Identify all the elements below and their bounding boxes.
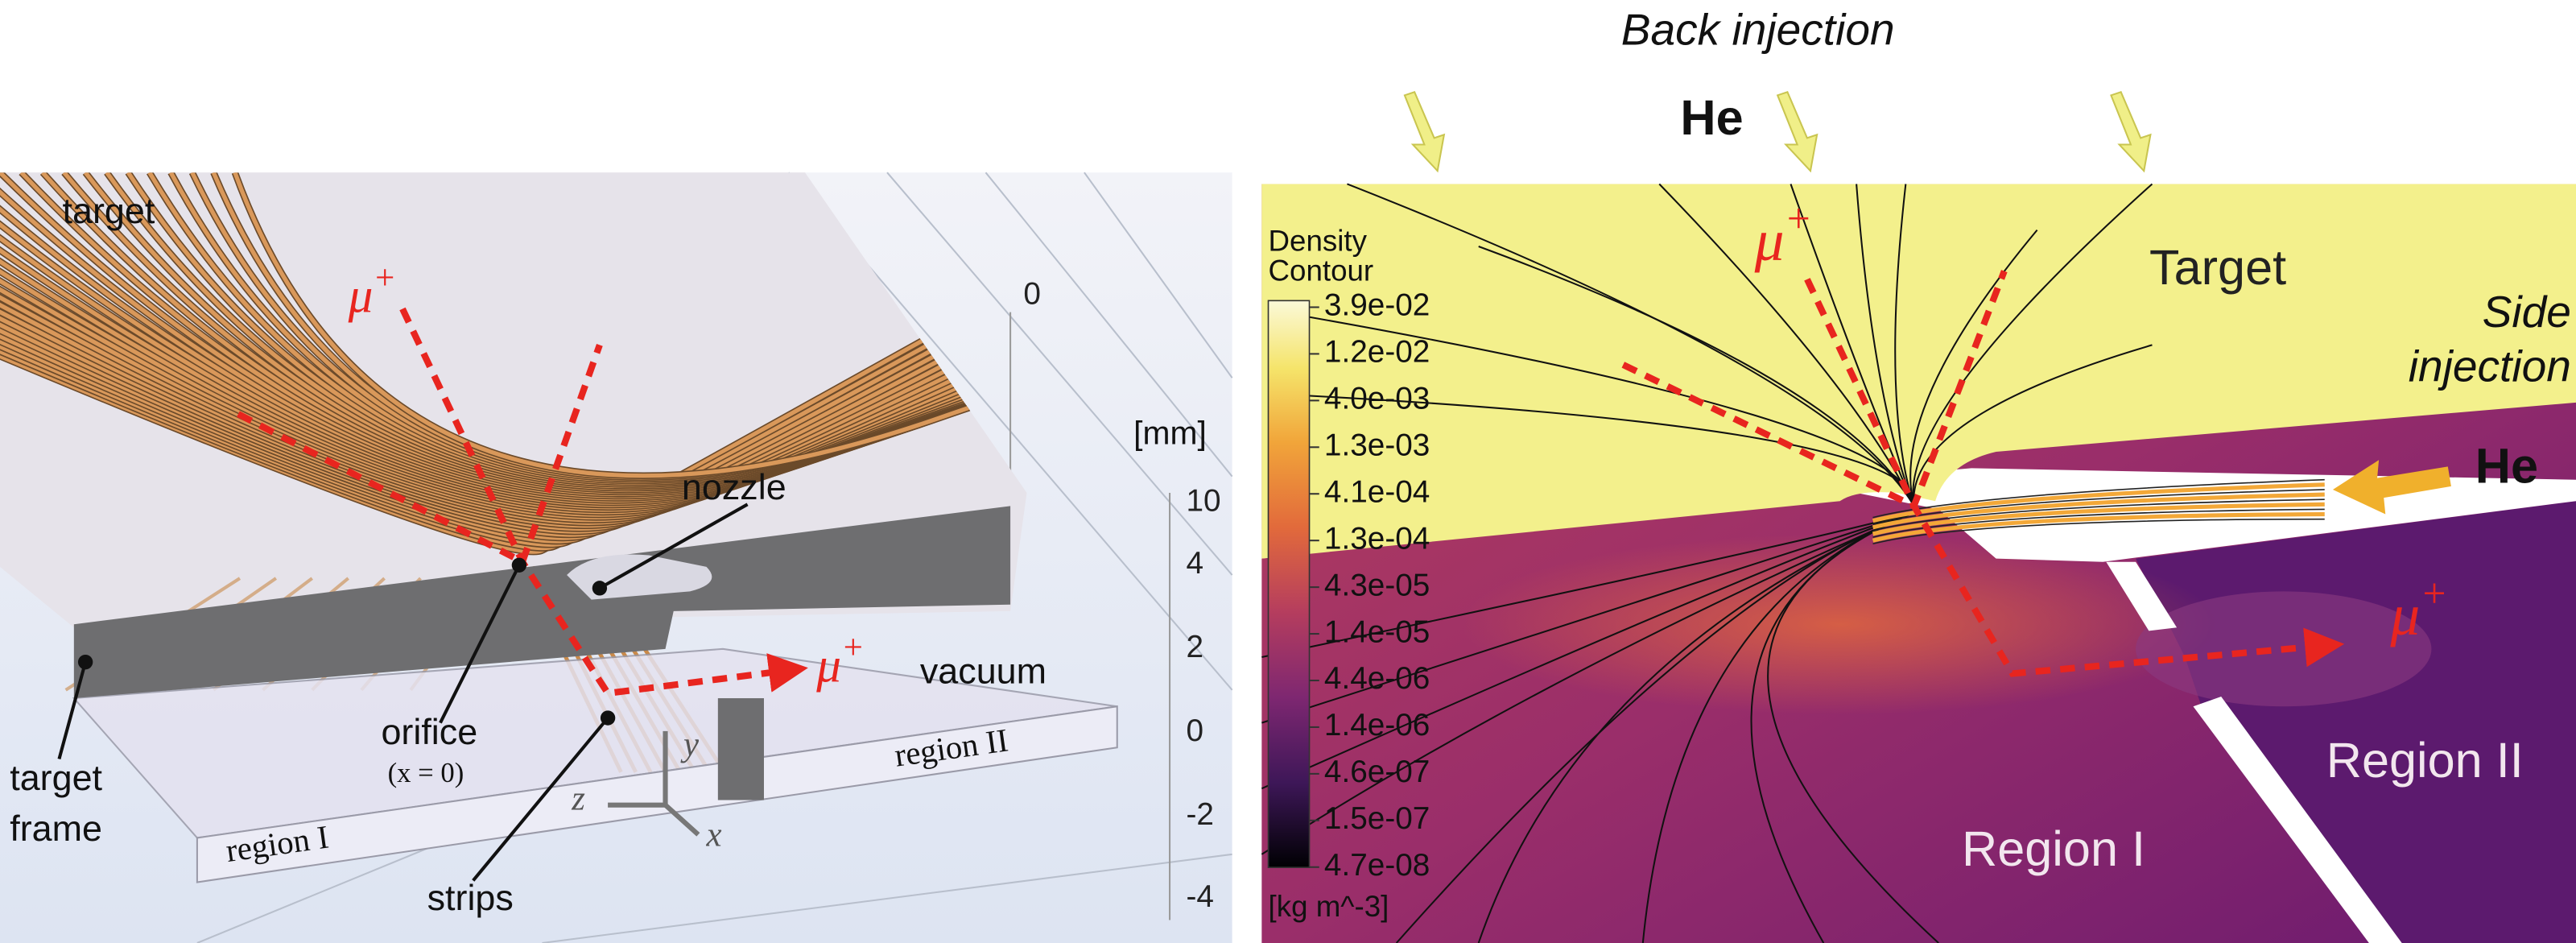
label: He <box>2475 439 2538 494</box>
figure: μ+μ+targetnozzle[mm]010420-2-4vacuumregi… <box>0 0 2576 943</box>
mu-sup: + <box>841 629 865 667</box>
label: Contour <box>1269 254 1374 287</box>
colorbar-label: 4.3e-05 <box>1324 568 1430 602</box>
mu-sup: + <box>373 259 396 297</box>
colorbar-label: 4.1e-04 <box>1324 474 1430 509</box>
right-panel: μ+μ+Back injectionHeTargetSideinjectionH… <box>1261 4 2576 943</box>
label: injection <box>2409 341 2571 391</box>
mu-base: μ <box>348 268 374 323</box>
label: He <box>1680 90 1743 145</box>
scale-label: 4 <box>1186 546 1203 581</box>
label: vacuum <box>920 650 1046 691</box>
label: frame <box>10 808 102 849</box>
label: nozzle <box>682 466 786 507</box>
colorbar-label: 3.9e-02 <box>1324 288 1430 323</box>
scale-label: 10 <box>1186 484 1220 519</box>
colorbar <box>1269 300 1310 867</box>
label: target <box>63 190 155 231</box>
label: (x = 0) <box>388 757 464 788</box>
colorbar-label: 1.4e-06 <box>1324 708 1430 742</box>
divider <box>718 698 764 800</box>
colorbar-label: 4.4e-06 <box>1324 661 1430 696</box>
scale-label: 0 <box>1186 713 1203 748</box>
label: Region II <box>2326 733 2524 788</box>
left-panel: μ+μ+targetnozzle[mm]010420-2-4vacuumregi… <box>0 172 1278 943</box>
leader-dot <box>601 710 615 725</box>
mu-sup: + <box>1784 196 1812 242</box>
scale-label: 2 <box>1186 630 1203 664</box>
label: Side <box>2483 287 2571 337</box>
label: Target <box>2149 240 2286 295</box>
label: [mm] <box>1133 414 1207 451</box>
leader-dot <box>78 655 93 669</box>
page: { "left_panel": { "target": "target", "m… <box>0 0 2576 943</box>
colorbar-label: 1.5e-07 <box>1324 801 1430 836</box>
leader-dot <box>512 558 526 573</box>
mu-base: μ <box>2389 582 2420 647</box>
mu-base: μ <box>1754 208 1785 273</box>
label: Back injection <box>1621 4 1895 54</box>
mu-base: μ <box>815 638 841 693</box>
label: orifice <box>381 711 477 752</box>
label: strips <box>427 877 514 918</box>
colorbar-label: 1.2e-02 <box>1324 335 1430 370</box>
colorbar-label: 1.3e-03 <box>1324 428 1430 463</box>
he-arrow <box>2111 92 2150 171</box>
label: x <box>706 816 722 854</box>
colorbar-label: 4.7e-08 <box>1324 848 1430 883</box>
label: y <box>680 726 700 763</box>
colorbar-label: 1.4e-05 <box>1324 614 1430 649</box>
label: Region I <box>1962 821 2145 876</box>
scale-label: 0 <box>1023 276 1041 311</box>
he-arrow <box>1777 92 1817 171</box>
leader-dot <box>592 581 607 595</box>
label: z <box>571 780 585 817</box>
he-arrow <box>1405 92 1444 171</box>
scale-label: -2 <box>1186 797 1213 832</box>
colorbar-label: 1.3e-04 <box>1324 521 1430 556</box>
label: target <box>10 757 102 798</box>
label: [kg m^-3] <box>1269 890 1389 923</box>
colorbar-label: 4.0e-03 <box>1324 382 1430 416</box>
mu-sup: + <box>2420 571 2448 617</box>
label: Density <box>1269 225 1368 258</box>
colorbar-label: 4.6e-07 <box>1324 755 1430 789</box>
scale-label: -4 <box>1186 879 1213 914</box>
